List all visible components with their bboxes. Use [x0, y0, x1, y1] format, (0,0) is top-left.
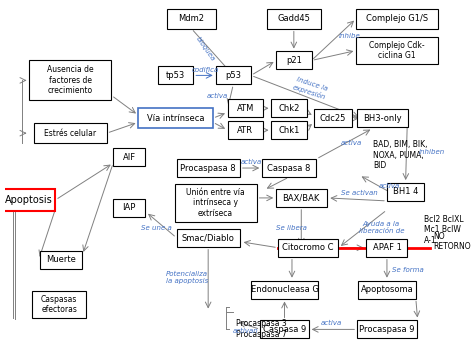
FancyBboxPatch shape — [278, 239, 338, 257]
FancyBboxPatch shape — [267, 9, 321, 29]
FancyBboxPatch shape — [167, 9, 216, 29]
Text: NO
RETORNO: NO RETORNO — [434, 232, 471, 251]
Text: Complejo G1/S: Complejo G1/S — [366, 14, 428, 23]
Text: BH3-only: BH3-only — [363, 114, 401, 123]
Text: Citocromo C: Citocromo C — [282, 243, 334, 252]
FancyBboxPatch shape — [174, 184, 256, 222]
FancyBboxPatch shape — [158, 66, 193, 84]
Text: Cdc25: Cdc25 — [320, 114, 346, 123]
Text: Bcl2 BclXL
Mc1 BclW
A-1: Bcl2 BclXL Mc1 BclW A-1 — [424, 215, 464, 245]
Text: activa: activa — [341, 140, 362, 146]
Text: Caspasa 9: Caspasa 9 — [263, 325, 306, 334]
FancyBboxPatch shape — [387, 183, 424, 201]
FancyBboxPatch shape — [358, 280, 416, 299]
Text: inhiben: inhiben — [419, 149, 445, 155]
Text: Ayuda a la
liberación de: Ayuda a la liberación de — [359, 221, 404, 234]
FancyBboxPatch shape — [113, 199, 145, 217]
Text: APAF 1: APAF 1 — [373, 243, 401, 252]
Text: p53: p53 — [225, 71, 241, 80]
Text: BAX/BAK: BAX/BAK — [283, 193, 320, 202]
Text: Chk1: Chk1 — [279, 126, 300, 135]
FancyBboxPatch shape — [32, 290, 86, 318]
Text: Smac/Diablo: Smac/Diablo — [182, 233, 235, 242]
Text: activan: activan — [233, 328, 258, 334]
Text: Potencializa
la apoptosis: Potencializa la apoptosis — [165, 271, 208, 284]
Text: BAD, BIM, BIK,
NOXA, PUMA,
BID: BAD, BIM, BIK, NOXA, PUMA, BID — [373, 140, 428, 170]
Text: Endonucleasa G: Endonucleasa G — [251, 285, 319, 294]
Text: activa: activa — [379, 183, 401, 189]
Text: Caspasas
efectoras: Caspasas efectoras — [41, 295, 77, 314]
Text: Unión entre vía
intrínseca y
extríseca: Unión entre vía intrínseca y extríseca — [186, 188, 245, 218]
FancyBboxPatch shape — [356, 109, 408, 127]
Text: Estrés celular: Estrés celular — [44, 129, 96, 138]
Text: Procaspasa 9: Procaspasa 9 — [359, 325, 415, 334]
FancyBboxPatch shape — [1, 189, 55, 211]
Text: Se une a: Se une a — [141, 225, 172, 231]
Text: Procaspasa 8: Procaspasa 8 — [181, 164, 236, 173]
FancyBboxPatch shape — [40, 251, 82, 269]
Text: Muerte: Muerte — [46, 255, 76, 264]
FancyBboxPatch shape — [138, 108, 213, 128]
FancyBboxPatch shape — [276, 51, 311, 70]
Text: tp53: tp53 — [166, 71, 185, 80]
FancyBboxPatch shape — [366, 239, 408, 257]
Text: Complejo Cdk-
ciclina G1: Complejo Cdk- ciclina G1 — [369, 41, 425, 60]
Text: codifica: codifica — [192, 67, 219, 73]
FancyBboxPatch shape — [113, 148, 145, 166]
Text: ATM: ATM — [237, 104, 254, 113]
FancyBboxPatch shape — [176, 159, 240, 177]
Text: Chk2: Chk2 — [279, 104, 300, 113]
FancyBboxPatch shape — [176, 229, 240, 247]
Text: AIF: AIF — [122, 153, 136, 162]
FancyBboxPatch shape — [228, 99, 263, 117]
Text: BH1 4: BH1 4 — [393, 187, 418, 196]
Text: Caspasa 8: Caspasa 8 — [267, 164, 311, 173]
Text: p21: p21 — [286, 56, 302, 65]
Text: ATR: ATR — [237, 126, 254, 135]
FancyBboxPatch shape — [260, 321, 309, 338]
FancyBboxPatch shape — [276, 189, 327, 207]
FancyBboxPatch shape — [251, 280, 318, 299]
Text: Induce la
expresión: Induce la expresión — [292, 76, 329, 100]
Text: IAP: IAP — [122, 203, 136, 212]
Text: bloquea: bloquea — [195, 35, 216, 62]
FancyBboxPatch shape — [272, 99, 307, 117]
Text: activa: activa — [207, 93, 228, 99]
Text: Vía intrínseca: Vía intrínseca — [147, 114, 204, 123]
Text: Se libera: Se libera — [275, 225, 307, 231]
Text: inhibe: inhibe — [339, 33, 361, 39]
FancyBboxPatch shape — [272, 121, 307, 139]
Text: Mdm2: Mdm2 — [178, 14, 204, 23]
Text: Apoptosis: Apoptosis — [5, 195, 52, 205]
FancyBboxPatch shape — [262, 159, 316, 177]
FancyBboxPatch shape — [356, 321, 417, 338]
FancyBboxPatch shape — [356, 37, 438, 65]
Text: Apoptosoma: Apoptosoma — [361, 285, 413, 294]
FancyBboxPatch shape — [356, 9, 438, 29]
FancyBboxPatch shape — [34, 123, 107, 143]
FancyBboxPatch shape — [314, 109, 352, 127]
Text: Procaspasa 3
Procaspasa 7: Procaspasa 3 Procaspasa 7 — [236, 320, 287, 339]
FancyBboxPatch shape — [29, 60, 111, 100]
FancyBboxPatch shape — [216, 66, 251, 84]
Text: Se forma: Se forma — [392, 267, 423, 273]
Text: Ausencia de
factores de
crecimiento: Ausencia de factores de crecimiento — [47, 65, 94, 95]
Text: Gadd45: Gadd45 — [277, 14, 310, 23]
FancyBboxPatch shape — [228, 121, 263, 139]
Text: Se activan: Se activan — [341, 190, 377, 196]
Text: activa: activa — [240, 159, 262, 165]
Text: activa: activa — [320, 321, 342, 327]
